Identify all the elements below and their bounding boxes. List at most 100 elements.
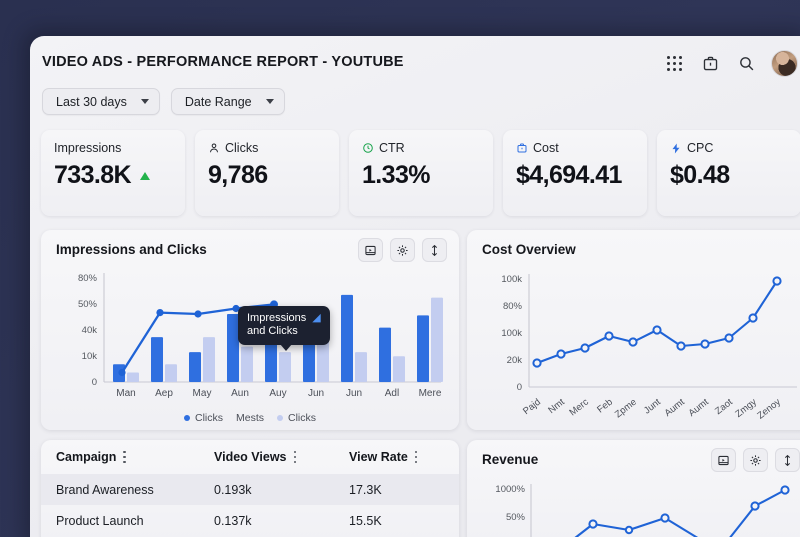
kpi-label: Cost <box>533 141 559 155</box>
date-preset-dropdown[interactable]: Last 30 days <box>42 88 160 115</box>
svg-text:50%: 50% <box>78 299 98 310</box>
table-row[interactable]: Brand Awareness 0.193k 17.3K <box>41 474 459 505</box>
legend-swatch <box>277 415 283 421</box>
kpi-label: CTR <box>379 141 405 155</box>
table-row[interactable]: Product Launch 0.137k 15.5K <box>41 505 459 536</box>
legend-label: Clicks <box>194 412 223 424</box>
revenue-chart: 1000% 50% <box>495 484 790 537</box>
panel-title: Cost Overview <box>482 242 576 257</box>
resize-icon[interactable] <box>775 448 800 472</box>
svg-text:100k: 100k <box>501 328 522 339</box>
svg-text:Zmgy: Zmgy <box>733 397 759 420</box>
legend-item-clicks-secondary[interactable]: Clicks <box>277 412 316 424</box>
kpi-label: CPC <box>687 141 714 155</box>
filter-bar: Last 30 days Date Range <box>42 88 285 115</box>
svg-text:Auy: Auy <box>269 388 286 399</box>
dashboard-card: VIDEO ADS - PERFORMANCE REPORT - YOUTUBE <box>30 36 800 537</box>
kpi-label: Clicks <box>225 141 259 155</box>
legend-label: Clicks <box>288 412 316 424</box>
cell-video-views: 0.193k <box>214 482 252 497</box>
chart-tooltip: Impressions ◢ and Clicks <box>238 306 330 351</box>
apps-grid-icon[interactable] <box>663 53 685 75</box>
person-icon <box>210 143 218 153</box>
revenue-line-points <box>588 485 790 535</box>
svg-text:80%: 80% <box>503 301 523 312</box>
kpi-card-cpc[interactable]: CPC $0.48 <box>657 130 800 216</box>
svg-text:1000%: 1000% <box>495 484 525 495</box>
svg-text:Aun: Aun <box>231 388 249 399</box>
kpi-label-row: Impressions <box>54 141 172 155</box>
svg-text:Zaot: Zaot <box>713 396 735 417</box>
export-icon[interactable] <box>711 448 736 472</box>
sort-icon[interactable] <box>293 450 296 464</box>
svg-text:Pajd: Pajd <box>521 397 543 417</box>
kpi-card-cost[interactable]: Cost $4,694.41 <box>503 130 647 216</box>
kpi-value-row: $0.48 <box>670 161 788 190</box>
svg-text:Aumt: Aumt <box>687 396 712 419</box>
svg-text:Jun: Jun <box>308 388 324 399</box>
kpi-value-row: 733.8K <box>54 161 172 190</box>
column-header-view-rate[interactable]: View Rate <box>349 450 459 464</box>
svg-text:Junt: Junt <box>642 396 663 416</box>
kpi-card-impressions[interactable]: Impressions 733.8K <box>41 130 185 216</box>
column-label: Video Views <box>214 450 287 464</box>
kpi-value-row: 9,786 <box>208 161 326 190</box>
tooltip-line-2: and Clicks <box>247 325 298 337</box>
panel-toolbar <box>711 448 800 472</box>
cell-view-rate: 15.5K <box>349 513 382 528</box>
svg-text:40k: 40k <box>82 325 98 336</box>
campaign-table: Campaign Video Views View Rate Brand Awa… <box>41 440 459 536</box>
settings-icon[interactable] <box>743 448 768 472</box>
svg-text:Merc: Merc <box>567 397 591 419</box>
export-icon[interactable] <box>358 238 383 262</box>
kpi-card-clicks[interactable]: Clicks 9,786 <box>195 130 339 216</box>
svg-text:10k: 10k <box>82 351 98 362</box>
briefcase-icon[interactable] <box>699 53 721 75</box>
column-header-campaign[interactable]: Campaign <box>56 450 214 464</box>
svg-text:Nmt: Nmt <box>546 396 567 416</box>
date-range-label: Date Range <box>184 94 252 109</box>
avatar[interactable] <box>771 50 798 77</box>
kpi-value: 1.33% <box>362 161 430 189</box>
trend-up-icon <box>140 171 151 180</box>
svg-text:May: May <box>193 388 212 399</box>
sort-icon[interactable] <box>414 450 418 464</box>
svg-text:Zpme: Zpme <box>613 397 639 421</box>
cost-overview-chart: 100k 80% 100k 20k 0 <box>501 274 797 422</box>
kpi-value: 733.8K <box>54 161 132 189</box>
table-header-row: Campaign Video Views View Rate <box>41 440 459 474</box>
search-icon[interactable] <box>735 53 757 75</box>
legend-item-clicks-primary[interactable]: Clicks <box>183 412 223 424</box>
kpi-label-row: CTR <box>362 141 480 155</box>
kpi-label-row: Clicks <box>208 141 326 155</box>
legend-item-mests[interactable]: Mests <box>236 412 264 424</box>
panel-toolbar <box>358 238 447 262</box>
date-preset-label: Last 30 days <box>56 94 127 109</box>
kpi-card-ctr[interactable]: CTR 1.33% <box>349 130 493 216</box>
bolt-icon <box>672 143 680 153</box>
settings-icon[interactable] <box>390 238 415 262</box>
kpi-label: Impressions <box>54 141 122 155</box>
resize-icon[interactable] <box>422 238 447 262</box>
kpi-value: $4,694.41 <box>516 161 622 189</box>
svg-text:Adl: Adl <box>385 388 399 399</box>
column-header-video-views[interactable]: Video Views <box>214 450 349 464</box>
svg-text:100k: 100k <box>501 274 522 285</box>
cost-line <box>536 280 778 364</box>
panel-cost-overview: Cost Overview 100k 80% 100k 20k 0 <box>467 230 800 430</box>
svg-text:Zenoy: Zenoy <box>755 397 783 422</box>
sort-icon[interactable] <box>123 450 126 464</box>
bag-icon <box>517 143 527 153</box>
legend-label: Mests <box>235 412 264 424</box>
panel-title: Revenue <box>482 452 539 467</box>
clock-icon <box>363 143 373 153</box>
svg-text:Feb: Feb <box>595 397 615 416</box>
kpi-label-row: CPC <box>670 141 788 155</box>
cell-campaign: Brand Awareness <box>56 482 154 497</box>
svg-text:20k: 20k <box>507 355 523 366</box>
date-range-dropdown[interactable]: Date Range <box>170 88 285 115</box>
cell-campaign: Product Launch <box>56 513 144 528</box>
panel-campaign-table: Campaign Video Views View Rate Brand Awa… <box>41 440 459 537</box>
tooltip-text-1: Impressions <box>247 312 307 324</box>
